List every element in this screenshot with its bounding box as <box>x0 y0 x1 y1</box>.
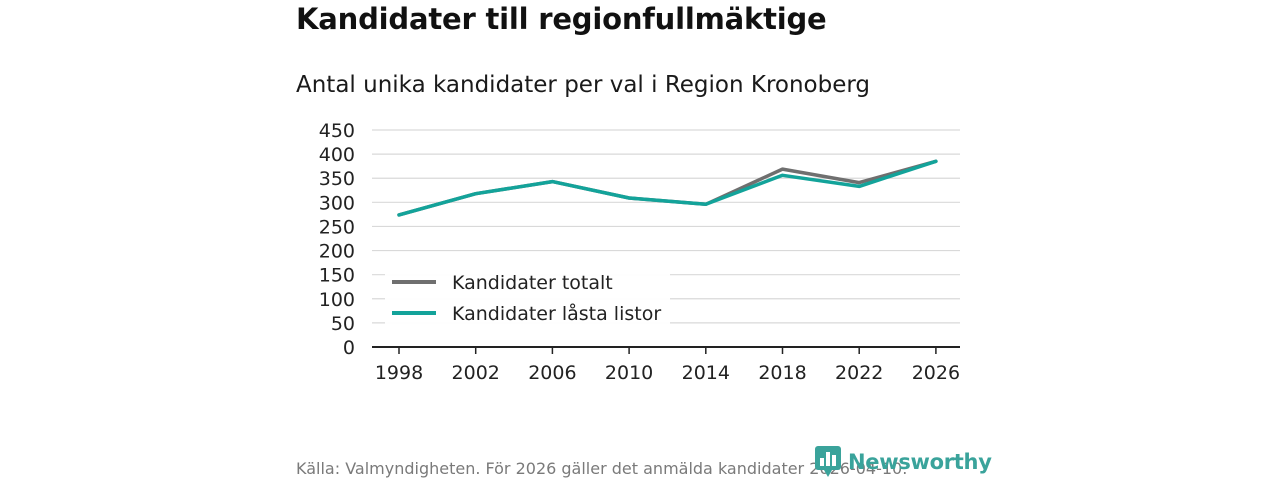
y-tick-label-200: 200 <box>319 241 355 263</box>
source-note: Källa: Valmyndigheten. För 2026 gäller d… <box>296 459 908 478</box>
y-tick-label-400: 400 <box>319 144 355 166</box>
legend-label-0: Kandidater totalt <box>452 272 613 294</box>
x-tick-label-1998: 1998 <box>375 362 423 384</box>
x-tick-label-2010: 2010 <box>605 362 653 384</box>
x-tick-label-2006: 2006 <box>528 362 576 384</box>
series-line-kandidater-totalt <box>397 159 938 217</box>
x-tick-label-2018: 2018 <box>758 362 806 384</box>
brand-logo[interactable]: Newsworthy <box>815 446 992 478</box>
chart-title: Kandidater till regionfullmäktige <box>296 2 827 36</box>
y-tick-label-350: 350 <box>319 168 355 190</box>
legend: Kandidater totalt Kandidater låsta listor <box>385 266 670 331</box>
x-tick-label-2002: 2002 <box>452 362 500 384</box>
y-tick-label-300: 300 <box>319 192 355 214</box>
y-tick-label-50: 50 <box>331 313 355 335</box>
series-line-kandidater-lasta-listor <box>397 159 938 217</box>
x-tick-label-2014: 2014 <box>682 362 730 384</box>
y-tick-label-100: 100 <box>319 289 355 311</box>
y-tick-label-250: 250 <box>319 216 355 238</box>
legend-label-1: Kandidater låsta listor <box>452 302 661 325</box>
x-tick-label-2022: 2022 <box>835 362 883 384</box>
y-tick-label-0: 0 <box>343 337 355 359</box>
chart-subtitle: Antal unika kandidater per val i Region … <box>296 72 871 98</box>
y-tick-label-150: 150 <box>319 265 355 287</box>
bar-chart-logo-icon <box>815 446 841 477</box>
x-tick-label-2026: 2026 <box>912 362 960 384</box>
series-lines <box>397 159 938 217</box>
brand-name: Newsworthy <box>848 450 992 474</box>
y-tick-label-450: 450 <box>319 120 355 142</box>
legend-background <box>385 266 670 331</box>
